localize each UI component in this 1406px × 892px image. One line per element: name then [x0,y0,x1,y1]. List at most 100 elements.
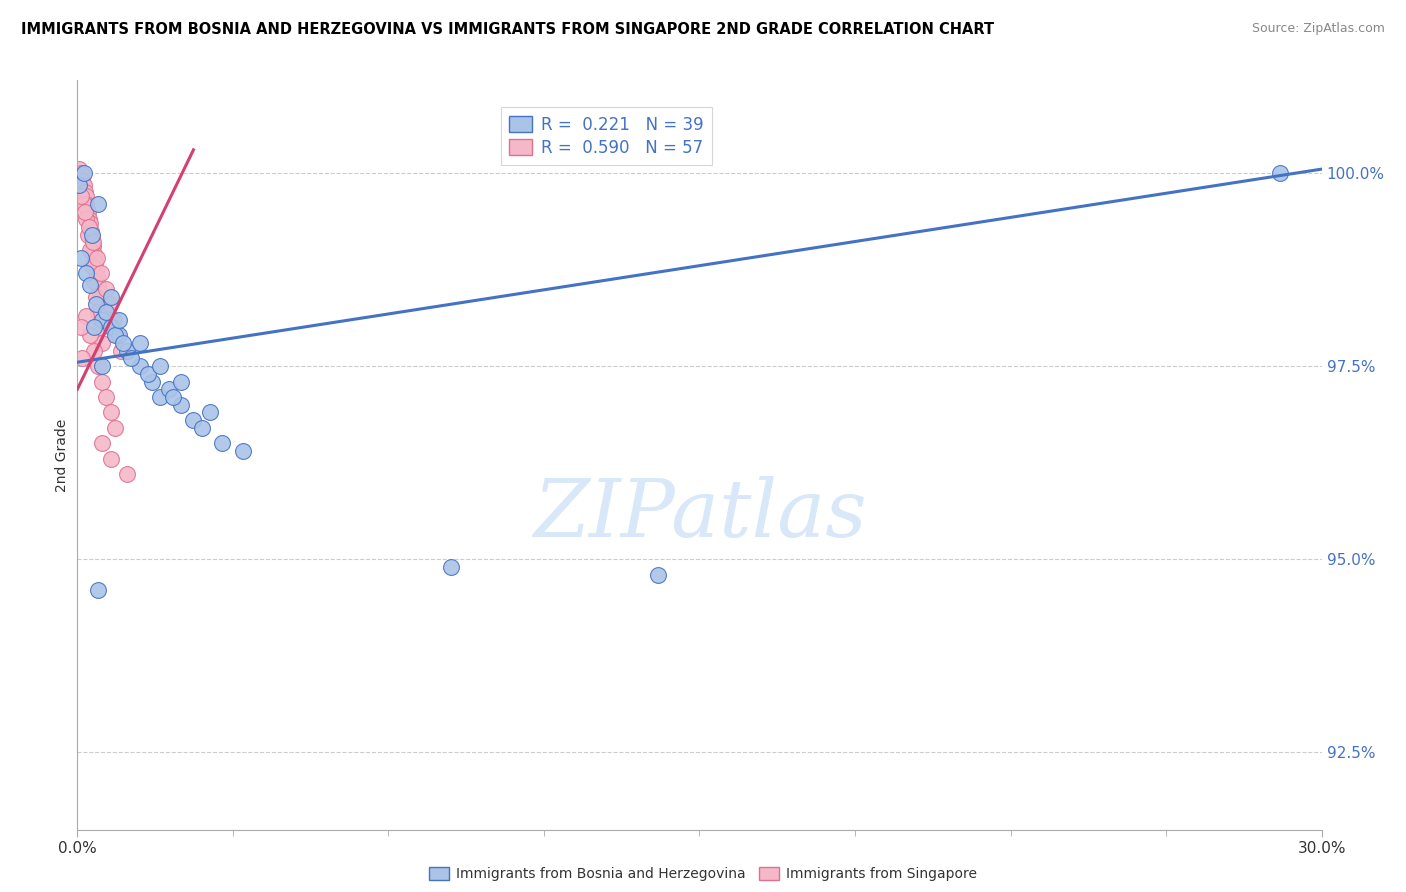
Point [91,335,114,350]
Point [104,421,127,435]
Point [80,232,103,246]
Point [100,289,122,303]
Point [73,204,96,219]
Point [91,375,114,389]
Point [67,178,90,192]
Point [91,436,114,450]
Point [84,262,107,277]
Point [100,451,122,466]
Point [67,162,90,177]
Point [72,174,94,188]
Point [77,220,100,235]
Point [70,189,93,203]
Point [87,197,110,211]
Point [79,328,101,343]
Point [75,189,97,203]
Point [115,343,138,358]
Point [103,312,125,326]
Point [87,277,110,292]
Point [79,244,101,258]
Point [96,390,118,404]
Point [439,560,461,574]
Point [75,309,97,323]
Point [90,293,112,308]
Point [83,255,105,269]
Point [83,343,105,358]
Point [170,375,193,389]
Point [70,251,93,265]
Point [70,166,93,180]
Point [72,197,94,211]
Point [170,398,193,412]
Point [93,309,115,323]
Point [107,328,129,343]
Point [82,239,104,253]
Point [647,567,669,582]
Text: ZIPatlas: ZIPatlas [533,476,866,554]
Point [86,251,108,265]
Point [72,166,94,180]
Point [84,297,107,311]
Point [1268,166,1291,180]
Point [76,227,98,242]
Point [198,405,221,419]
Point [89,285,111,300]
Point [183,413,205,427]
Point [80,259,103,273]
Point [83,320,105,334]
Point [107,312,129,326]
Legend: R =  0.221   N = 39, R =  0.590   N = 57: R = 0.221 N = 39, R = 0.590 N = 57 [501,107,711,165]
Point [98,297,121,311]
Point [128,359,150,373]
Point [190,421,214,435]
Point [232,444,254,458]
Point [111,335,134,350]
Text: Source: ZipAtlas.com: Source: ZipAtlas.com [1251,22,1385,36]
Point [149,359,172,373]
Point [91,359,114,373]
Point [141,375,163,389]
Point [104,328,127,343]
Point [72,351,94,366]
Point [211,436,233,450]
Point [82,235,104,250]
Point [90,266,112,280]
Point [87,305,110,319]
Point [79,216,101,230]
Point [73,186,96,200]
Point [75,266,97,280]
Point [136,367,159,381]
Point [115,467,138,482]
Point [89,320,111,334]
Point [70,320,93,334]
Point [79,277,101,292]
Legend: Immigrants from Bosnia and Herzegovina, Immigrants from Singapore: Immigrants from Bosnia and Herzegovina, … [425,863,981,885]
Point [83,274,105,288]
Point [91,301,114,315]
Point [100,405,122,419]
Point [162,390,184,404]
Point [76,204,98,219]
Point [91,312,114,326]
Point [100,320,122,334]
Point [149,390,172,404]
Point [87,359,110,373]
Point [96,317,118,331]
Point [128,335,150,350]
Point [84,289,107,303]
Point [77,212,100,227]
Point [72,178,94,192]
Point [87,583,110,598]
Point [96,305,118,319]
Point [75,212,97,227]
Point [110,343,132,358]
Point [83,247,105,261]
Point [80,227,103,242]
Point [120,351,142,366]
Point [105,328,128,343]
Point [157,382,180,396]
Text: IMMIGRANTS FROM BOSNIA AND HERZEGOVINA VS IMMIGRANTS FROM SINGAPORE 2ND GRADE CO: IMMIGRANTS FROM BOSNIA AND HERZEGOVINA V… [21,22,994,37]
Point [86,270,108,285]
Point [94,282,117,296]
Y-axis label: 2nd Grade: 2nd Grade [55,418,69,491]
